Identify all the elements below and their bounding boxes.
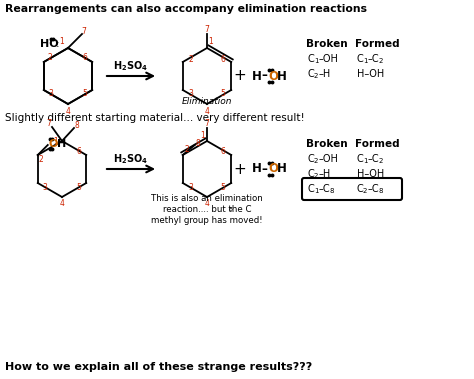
Text: 2: 2 [188, 55, 193, 64]
Text: Elimination: Elimination [182, 97, 232, 105]
Text: C: C [308, 54, 315, 64]
Text: C: C [308, 184, 315, 194]
Text: HO: HO [40, 39, 59, 49]
Text: 5: 5 [221, 183, 226, 191]
Text: 6: 6 [221, 147, 226, 155]
Text: C: C [357, 54, 364, 64]
Text: 1: 1 [201, 130, 205, 139]
Text: 5: 5 [83, 89, 88, 99]
Text: –OH: –OH [319, 54, 339, 64]
Text: C: C [308, 69, 315, 79]
Text: 1: 1 [314, 58, 319, 64]
Text: O: O [268, 69, 278, 83]
Text: H: H [252, 69, 262, 83]
Text: 3: 3 [48, 89, 53, 99]
Text: 8: 8 [195, 138, 200, 147]
Text: +: + [234, 69, 246, 83]
Text: Broken: Broken [306, 139, 348, 149]
Text: 3: 3 [188, 183, 193, 191]
Text: This is also an elimination: This is also an elimination [151, 194, 263, 203]
Text: 4: 4 [205, 199, 210, 208]
Text: Formed: Formed [355, 39, 399, 49]
Text: –C: –C [368, 154, 380, 164]
Text: H: H [277, 69, 287, 83]
Text: $\mathbf{H_2SO_4}$: $\mathbf{H_2SO_4}$ [113, 152, 148, 166]
Text: 1: 1 [209, 38, 213, 47]
Text: Slightly different starting material... very different result!: Slightly different starting material... … [5, 113, 305, 123]
Text: Formed: Formed [355, 139, 399, 149]
Text: +: + [234, 161, 246, 177]
Text: 4: 4 [65, 106, 71, 116]
Text: 2: 2 [379, 58, 383, 64]
Text: 2: 2 [314, 73, 319, 79]
Text: 1: 1 [60, 38, 64, 47]
Text: 3: 3 [188, 89, 193, 99]
Text: 2: 2 [47, 53, 52, 63]
Text: 5: 5 [221, 89, 226, 99]
Text: 8: 8 [74, 121, 79, 130]
Text: O: O [268, 163, 278, 175]
Text: H: H [277, 163, 287, 175]
Text: 4: 4 [205, 106, 210, 116]
Text: H: H [57, 139, 66, 149]
Text: 7: 7 [46, 119, 52, 128]
Text: 8: 8 [379, 188, 383, 194]
Text: 8: 8 [229, 207, 233, 212]
Text: 2: 2 [379, 158, 383, 164]
Text: reaction.... but the C: reaction.... but the C [163, 205, 251, 214]
Text: –H: –H [319, 169, 331, 179]
Text: H: H [252, 163, 262, 175]
Text: H–OH: H–OH [357, 69, 384, 79]
Text: C: C [357, 184, 364, 194]
Text: C: C [308, 154, 315, 164]
Text: How to we explain all of these strange results???: How to we explain all of these strange r… [5, 362, 312, 372]
Text: C: C [357, 154, 364, 164]
Text: –C: –C [368, 54, 380, 64]
Text: :: : [56, 39, 60, 49]
Text: 4: 4 [60, 199, 64, 208]
Text: –OH: –OH [319, 154, 339, 164]
Text: 1: 1 [54, 136, 58, 146]
Text: –C: –C [368, 184, 380, 194]
Text: $\mathbf{H_2SO_4}$: $\mathbf{H_2SO_4}$ [113, 59, 148, 73]
Text: –H: –H [319, 69, 331, 79]
Text: 2: 2 [363, 188, 367, 194]
Text: 2: 2 [38, 155, 43, 163]
Text: 7: 7 [82, 27, 86, 36]
Text: Broken: Broken [306, 39, 348, 49]
Text: 2: 2 [314, 173, 319, 179]
Text: –: – [261, 163, 267, 175]
Text: H–OH: H–OH [357, 169, 384, 179]
Text: 6: 6 [221, 55, 226, 64]
Text: 7: 7 [205, 25, 210, 34]
Text: O: O [49, 139, 58, 149]
Text: 2: 2 [184, 144, 189, 153]
Text: 2: 2 [314, 158, 319, 164]
Text: 7: 7 [205, 119, 210, 128]
Text: 1: 1 [314, 188, 319, 194]
Text: 6: 6 [77, 147, 82, 155]
Text: 6: 6 [83, 53, 88, 63]
Text: Rearrangements can also accompany elimination reactions: Rearrangements can also accompany elimin… [5, 4, 367, 14]
Text: 3: 3 [42, 183, 47, 191]
Text: methyl group has moved!: methyl group has moved! [151, 216, 263, 225]
Text: 5: 5 [77, 183, 82, 191]
Text: 8: 8 [330, 188, 335, 194]
Text: C: C [308, 169, 315, 179]
Text: 1: 1 [363, 58, 367, 64]
Text: –: – [261, 69, 267, 83]
Text: 1: 1 [363, 158, 367, 164]
Text: –C: –C [319, 184, 331, 194]
